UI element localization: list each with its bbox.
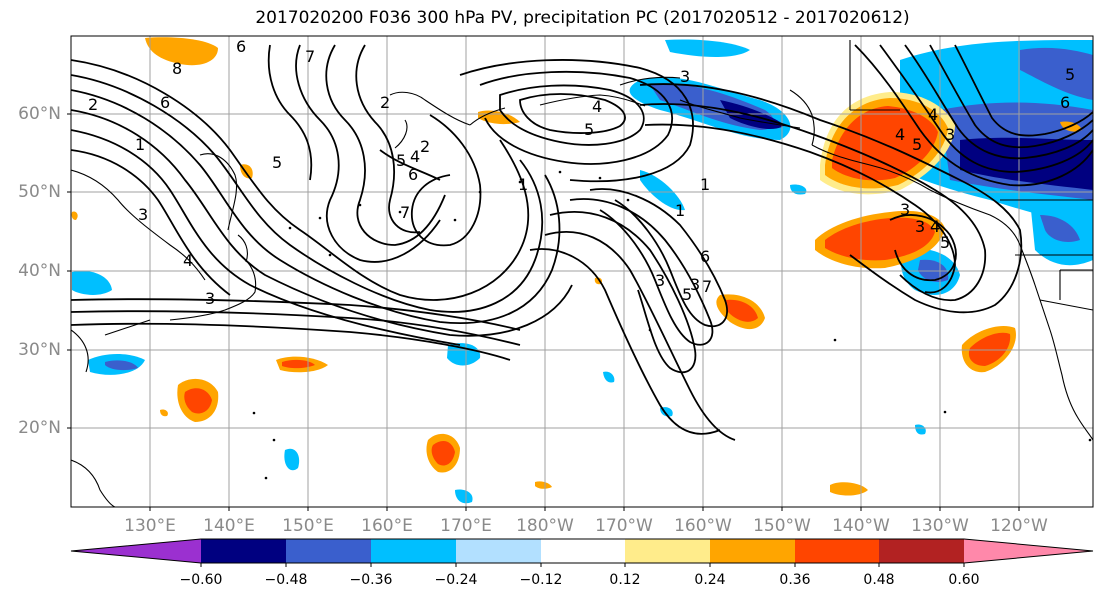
- colorbar-segment: [710, 539, 795, 563]
- axis-ticks: [67, 113, 1020, 511]
- contour-label: 5: [912, 135, 922, 154]
- lon-label: 130°W: [911, 516, 969, 536]
- lat-label: 20°N: [18, 418, 61, 438]
- contour-label: 3: [900, 200, 910, 219]
- contour-label: 3: [945, 125, 955, 144]
- colorbar-tick-label: −0.36: [349, 572, 393, 588]
- precip-negative-shading: [72, 39, 1093, 504]
- contour-label: 5: [272, 153, 282, 172]
- lat-label: 60°N: [18, 104, 61, 124]
- lon-label: 120°W: [990, 516, 1048, 536]
- lon-label: 170°E: [440, 516, 492, 536]
- lon-label: 160°W: [674, 516, 732, 536]
- colorbar-segment: [879, 539, 964, 563]
- colorbar-segment: [456, 539, 541, 563]
- colorbar-tick-label: −0.48: [264, 572, 308, 588]
- contour-label: 5: [396, 151, 406, 170]
- lon-label: 150°E: [282, 516, 334, 536]
- colorbar-segment: [71, 539, 201, 563]
- coastlines: [71, 40, 1093, 507]
- colorbar-tick-label: 0.36: [779, 572, 811, 588]
- lon-label: 140°E: [203, 516, 255, 536]
- colorbar-tick-label: −0.12: [519, 572, 563, 588]
- colorbar-tick-label: 0.48: [863, 572, 895, 588]
- contour-label: 2: [88, 95, 98, 114]
- colorbar: [70, 538, 1094, 567]
- contour-label: 5: [1065, 65, 1075, 84]
- lat-label: 30°N: [18, 340, 61, 360]
- contour-label: 3: [690, 275, 700, 294]
- island-dots: [252, 170, 1092, 480]
- colorbar-tick-label: −0.24: [434, 572, 478, 588]
- colorbar-segment: [201, 539, 286, 563]
- contour-label: 1: [135, 135, 145, 154]
- contour-label: 4: [592, 97, 602, 116]
- contour-label: 8: [172, 59, 182, 78]
- lon-label: 180°W: [516, 516, 574, 536]
- lon-label: 150°W: [753, 516, 811, 536]
- lat-label: 50°N: [18, 182, 61, 202]
- lon-label: 160°E: [361, 516, 413, 536]
- colorbar-segment: [286, 539, 371, 563]
- lat-label: 40°N: [18, 261, 61, 281]
- contour-label: 3: [655, 271, 665, 290]
- colorbar-tick-label: 0.24: [694, 572, 726, 588]
- contour-label: 3: [915, 217, 925, 236]
- contour-label: 1: [518, 175, 528, 194]
- precip-positive-shading: [71, 37, 1082, 496]
- colorbar-segment: [541, 539, 625, 563]
- contour-label: 2: [420, 137, 430, 156]
- lon-label: 130°E: [124, 516, 176, 536]
- lon-label: 170°W: [595, 516, 653, 536]
- map-title: 2017020200 F036 300 hPa PV, precipitatio…: [255, 8, 910, 28]
- contour-label: 6: [160, 93, 170, 112]
- contour-label: 1: [700, 175, 710, 194]
- contour-label: 4: [895, 125, 905, 144]
- colorbar-tick-label: 0.60: [948, 572, 980, 588]
- contour-label: 1: [675, 201, 685, 220]
- contour-label: 4: [928, 105, 938, 124]
- contour-label: 5: [940, 233, 950, 252]
- contour-label: 6: [408, 165, 418, 184]
- contour-label: 6: [1060, 93, 1070, 112]
- colorbar-segment: [795, 539, 879, 563]
- colorbar-segment: [625, 539, 710, 563]
- contour-label: 2: [380, 93, 390, 112]
- contour-label: 3: [205, 289, 215, 308]
- contour-label: 3: [138, 205, 148, 224]
- contour-label: 5: [584, 120, 594, 139]
- colorbar-segment: [964, 539, 1093, 563]
- contour-label: 7: [305, 47, 315, 66]
- contour-label: 7: [702, 277, 712, 296]
- graticule: [71, 36, 1093, 507]
- colorbar-tick-label: 0.12: [609, 572, 641, 588]
- contour-label: 7: [400, 203, 410, 222]
- contour-label: 5: [682, 285, 692, 304]
- lon-label: 140°W: [832, 516, 890, 536]
- contour-label: 4: [930, 217, 940, 236]
- contour-label: 4: [410, 147, 420, 166]
- contour-label: 6: [700, 247, 710, 266]
- colorbar-tick-label: −0.60: [179, 572, 223, 588]
- colorbar-segment: [371, 539, 456, 563]
- contour-label: 4: [183, 251, 193, 270]
- contour-label: 6: [236, 37, 246, 56]
- contour-label: 3: [680, 67, 690, 86]
- contour-labels: 6 8 7 6 2 1 3 4 3 5 2 5 4 6 7 4 5 1 2 3 …: [88, 37, 1075, 308]
- pv-contours: [71, 44, 1093, 441]
